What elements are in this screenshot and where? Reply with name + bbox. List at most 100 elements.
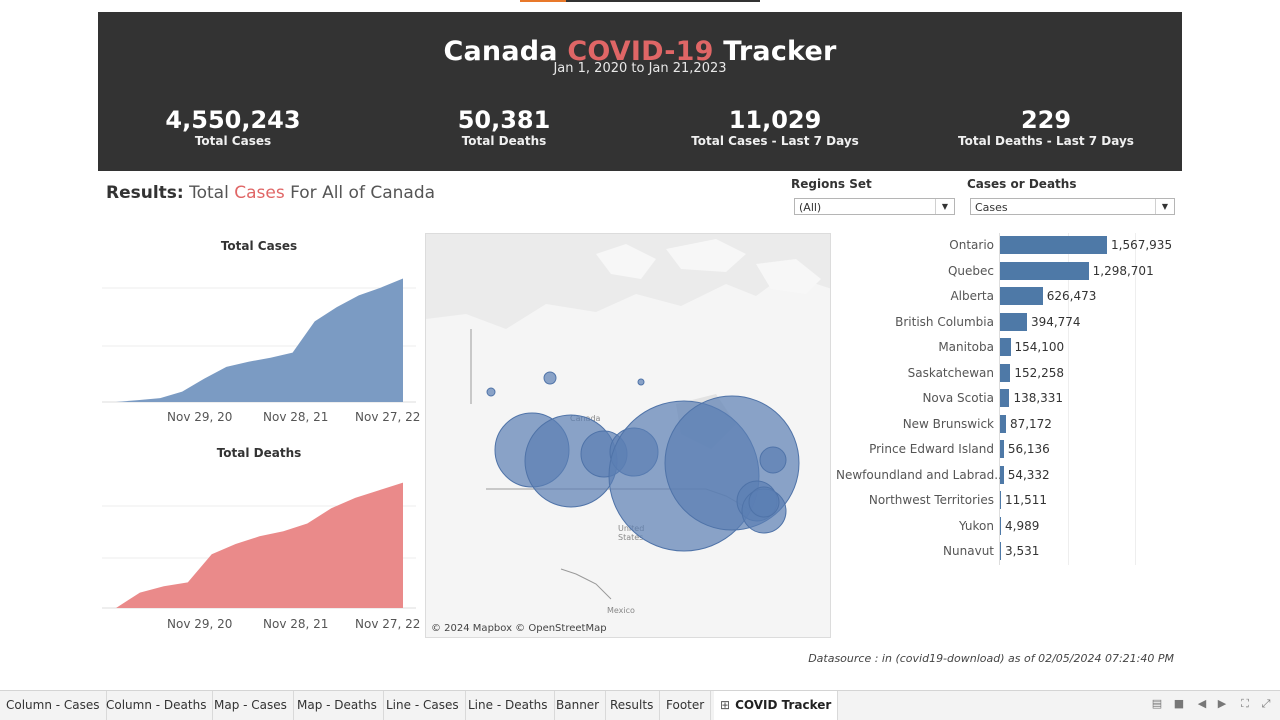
results-prefix: Results: — [106, 183, 184, 203]
tab-view-icon[interactable]: ■ — [1173, 697, 1185, 710]
regions-set-value: (All) — [799, 201, 822, 214]
x-tick-label: Nov 28, 21 — [263, 410, 329, 424]
bubble-newfoundland[interactable] — [759, 446, 787, 474]
bar-value-label: 154,100 — [1014, 340, 1065, 354]
datasource-note: Datasource : in (covid19-download) as of… — [808, 652, 1174, 665]
bar-category-label: Alberta — [950, 289, 994, 303]
title-country: Canada — [443, 36, 558, 67]
previous-sheet-icon[interactable]: ◀ — [1197, 697, 1207, 710]
total-cases-area-chart[interactable] — [102, 262, 416, 406]
bubble-prince-edward-island[interactable] — [748, 486, 780, 518]
bar-mark[interactable] — [1000, 542, 1001, 560]
x-tick-label: Nov 28, 21 — [263, 617, 329, 631]
bar-mark[interactable] — [1000, 465, 1004, 484]
canada-bubble-map[interactable]: Canada United States Mexico © 2024 Mapbo… — [425, 233, 831, 638]
x-tick-label: Nov 27, 22 — [355, 617, 421, 631]
bar-value-label: 11,511 — [1005, 493, 1047, 507]
total-cases-area[interactable] — [116, 278, 403, 403]
results-part2: For All of Canada — [290, 183, 436, 203]
total-deaths-area-chart[interactable] — [102, 470, 416, 612]
chevron-down-icon[interactable]: ▼ — [1155, 199, 1174, 214]
kpi-label: Total Deaths - Last 7 Days — [958, 134, 1134, 148]
tab-line-cases[interactable]: Line - Cases — [380, 691, 466, 720]
kpi-total-deaths: 50,381 Total Deaths — [394, 106, 614, 148]
top-indicator-strip — [520, 0, 760, 2]
bar-value-label: 54,332 — [1007, 467, 1050, 482]
date-range: Jan 1, 2020 to Jan 21,2023 — [553, 61, 727, 76]
bar-value-label: 56,136 — [1007, 442, 1050, 456]
next-sheet-icon[interactable]: ▶ — [1217, 697, 1227, 710]
results-part1: Total — [189, 183, 229, 203]
bar-category-label: Saskatchewan — [907, 365, 994, 380]
bubble-yukon[interactable] — [486, 387, 496, 397]
bar-category-label: Nova Scotia — [922, 391, 994, 405]
bar-category-label: Manitoba — [938, 340, 994, 354]
kpi-label: Total Cases - Last 7 Days — [691, 134, 859, 148]
arctic-island — [596, 244, 656, 279]
total-deaths-chart-title: Total Deaths — [216, 446, 302, 460]
tab-map-deaths[interactable]: Map - Deaths — [291, 691, 384, 720]
tab-footer[interactable]: Footer — [660, 691, 712, 720]
regions-set-dropdown[interactable]: (All) ▼ — [794, 198, 955, 215]
cases-or-deaths-label: Cases or Deaths — [967, 177, 1077, 191]
tab-banner[interactable]: Banner — [550, 691, 607, 720]
tab-column-cases[interactable]: Column - Cases — [0, 691, 107, 720]
dashboard-title: Canada COVID-19 Tracker — [98, 36, 1182, 67]
total-cases-chart-title: Total Cases — [220, 239, 298, 253]
total-deaths-area[interactable] — [116, 482, 403, 608]
kpi-value: 4,550,243 — [165, 106, 301, 134]
x-tick-label: Nov 29, 20 — [167, 617, 233, 631]
map-attribution[interactable]: © 2024 Mapbox © OpenStreetMap — [431, 623, 607, 634]
greenland-shape — [756, 259, 821, 294]
top-indicator-accent — [520, 0, 566, 2]
bar-mark[interactable] — [1000, 516, 1001, 535]
bar-value-label: 1,567,935 — [1111, 238, 1173, 252]
bar-mark[interactable] — [1000, 414, 1006, 433]
bar-category-label: New Brunswick — [902, 416, 994, 431]
kpi-label: Total Cases — [194, 134, 272, 148]
tab-covid-tracker[interactable]: ⊞ COVID Tracker — [714, 691, 839, 720]
bar-value-label: 4,989 — [1005, 518, 1040, 533]
bar-mark[interactable] — [1000, 287, 1043, 305]
bar-category-label: Ontario — [949, 238, 994, 252]
title-tracker: Tracker — [723, 36, 837, 67]
cases-or-deaths-dropdown[interactable]: Cases ▼ — [970, 198, 1175, 215]
tab-results[interactable]: Results — [604, 691, 661, 720]
kpi-value: 229 — [1020, 106, 1072, 134]
bar-category-label: British Columbia — [895, 314, 994, 329]
bubble-northwest-territories[interactable] — [543, 371, 557, 385]
kpi-deaths-last-7-days: 229 Total Deaths - Last 7 Days — [936, 106, 1156, 148]
fullscreen-icon[interactable]: ⤢ — [1261, 697, 1271, 710]
bar-mark[interactable] — [1000, 236, 1107, 254]
bar-mark[interactable] — [1000, 491, 1001, 509]
bar-mark[interactable] — [1000, 338, 1011, 356]
bar-value-label: 3,531 — [1005, 544, 1040, 558]
tab-column-deaths[interactable]: Column - Deaths — [100, 691, 214, 720]
tab-map-cases[interactable]: Map - Cases — [208, 691, 294, 720]
filmstrip-view-icon[interactable]: ▤ — [1151, 697, 1163, 710]
bar-mark[interactable] — [1000, 261, 1089, 280]
bar-category-label: Quebec — [947, 263, 994, 278]
map-canvas[interactable]: Canada United States Mexico — [426, 234, 831, 638]
bubble-nunavut[interactable] — [637, 378, 645, 386]
bar-mark[interactable] — [1000, 312, 1027, 331]
sheet-tab-bar: Column - Cases Column - Deaths Map - Cas… — [0, 690, 1280, 720]
bar-category-label: Yukon — [958, 518, 994, 533]
province-bubbles[interactable] — [486, 371, 800, 552]
bar-value-label: 152,258 — [1014, 365, 1064, 380]
title-covid: COVID-19 — [567, 36, 714, 67]
tab-line-deaths[interactable]: Line - Deaths — [462, 691, 555, 720]
map-label: States — [618, 533, 643, 542]
results-heading: Results: Total Cases For All of Canada — [106, 183, 435, 203]
bar-category-label: Nunavut — [943, 544, 994, 558]
bar-value-label: 394,774 — [1030, 314, 1081, 329]
bar-value-label: 138,331 — [1013, 391, 1064, 405]
kpi-value: 50,381 — [457, 106, 551, 134]
fit-view-icon[interactable]: ⛶ — [1241, 697, 1249, 710]
bar-mark[interactable] — [1000, 389, 1010, 407]
bar-category-label: Prince Edward Island — [869, 442, 994, 456]
bar-mark[interactable] — [1000, 440, 1004, 458]
bar-mark[interactable] — [1000, 363, 1011, 382]
bar-value-label: 1,298,701 — [1092, 263, 1154, 278]
chevron-down-icon[interactable]: ▼ — [935, 199, 954, 214]
